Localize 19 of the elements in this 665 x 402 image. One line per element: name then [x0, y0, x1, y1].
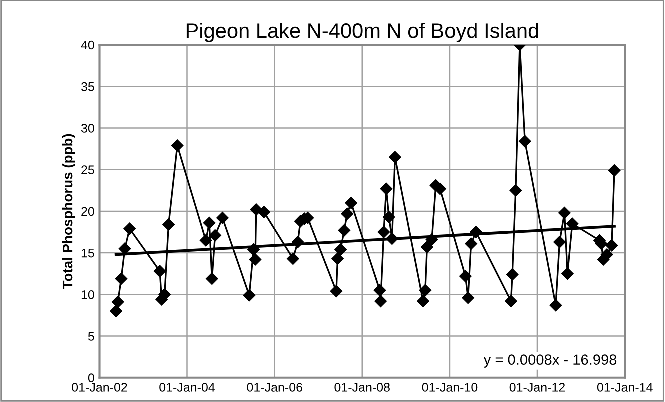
- y-tick-label: 10: [82, 290, 94, 300]
- y-axis-title: Total Phosphorus (ppb): [62, 134, 76, 290]
- y-tick-label: 5: [88, 332, 94, 341]
- x-tick-label: 01-Jan-06: [247, 383, 302, 392]
- x-tick-label: 01-Jan-04: [160, 383, 216, 392]
- y-tick-label: 20: [82, 207, 94, 216]
- x-tick-label: 01-Jan-10: [422, 383, 478, 392]
- y-tick-label: 30: [81, 124, 94, 133]
- x-tick-label: 01-Jan-08: [334, 383, 390, 392]
- y-tick-label: 0: [88, 374, 94, 383]
- y-tick-label: 35: [81, 82, 94, 92]
- chart-title: Pigeon Lake N-400m N of Boyd Island: [186, 22, 538, 42]
- x-tick-label: 01-Jan-14: [597, 383, 653, 392]
- y-tick-label: 25: [82, 166, 94, 174]
- y-tick-label: 40: [81, 40, 94, 50]
- annotation: y = 0.0008x - 16.998: [484, 354, 617, 368]
- x-tick-label: 01-Jan-12: [510, 383, 565, 392]
- y-tick-label: 15: [82, 248, 94, 258]
- x-tick-label: 01-Jan-02: [72, 383, 128, 392]
